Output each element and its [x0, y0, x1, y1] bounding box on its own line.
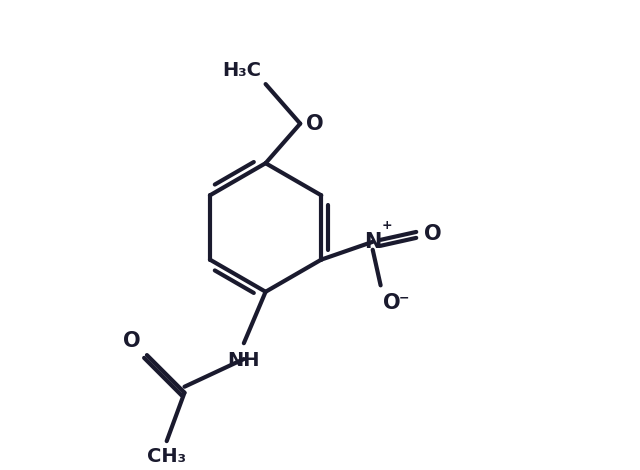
Text: O: O: [424, 224, 442, 244]
Text: CH₃: CH₃: [147, 447, 186, 466]
Text: −: −: [399, 291, 409, 304]
Text: O: O: [383, 293, 400, 313]
Text: O: O: [124, 331, 141, 351]
Text: N: N: [364, 232, 381, 252]
Text: NH: NH: [228, 351, 260, 370]
Text: O: O: [306, 114, 324, 133]
Text: +: +: [381, 219, 392, 232]
Text: H₃C: H₃C: [223, 61, 262, 80]
